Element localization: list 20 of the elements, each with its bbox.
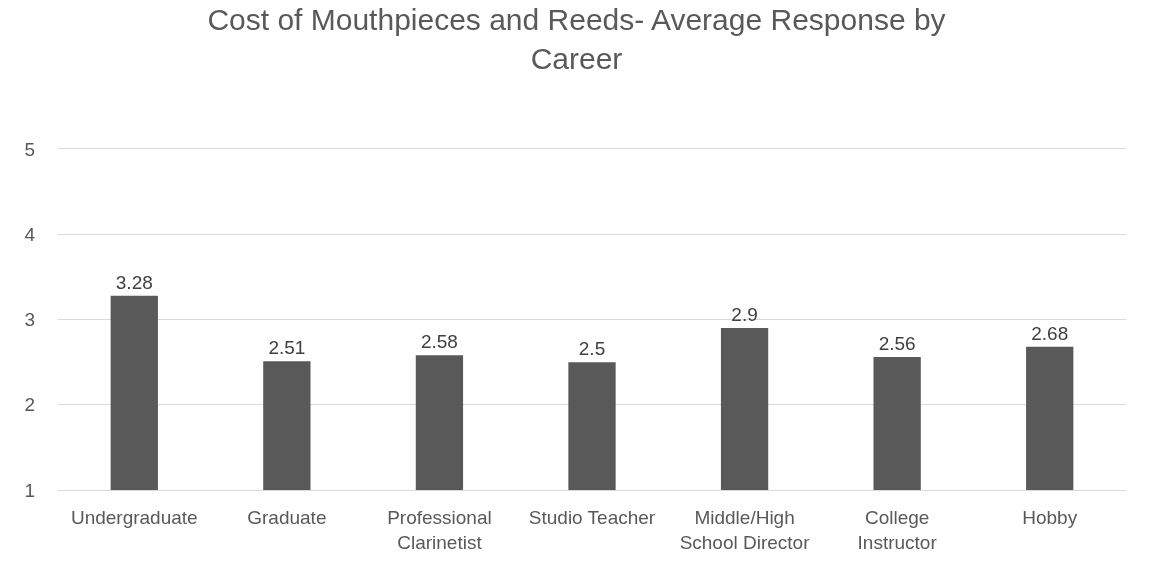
- data-label: 2.51: [268, 337, 306, 359]
- y-tick-label: 2: [24, 394, 35, 416]
- x-tick-label: Middle/High School Director: [679, 506, 811, 553]
- x-tick-label: College Instructor: [857, 506, 938, 553]
- x-tick-label: Studio Teacher: [528, 506, 656, 528]
- x-tick-label: Undergraduate: [70, 506, 198, 528]
- data-label: 2.56: [878, 333, 916, 355]
- x-tick-label: Professional Clarinetist: [387, 506, 492, 553]
- data-label: 2.5: [578, 338, 606, 360]
- y-tick-label: 1: [24, 479, 35, 501]
- chart-title: Cost of Mouthpieces and Reeds- Average Response by Career: [207, 3, 946, 75]
- y-tick-label: 3: [24, 309, 35, 331]
- x-tick-label: Hobby: [1022, 506, 1078, 528]
- data-label: 3.28: [115, 271, 153, 293]
- x-tick-label: Graduate: [247, 506, 327, 528]
- data-label: 2.9: [731, 304, 758, 326]
- y-tick-label: 5: [24, 138, 35, 160]
- data-label: 2.68: [1031, 322, 1069, 344]
- y-tick-label: 4: [24, 223, 36, 245]
- data-label: 2.58: [420, 331, 458, 353]
